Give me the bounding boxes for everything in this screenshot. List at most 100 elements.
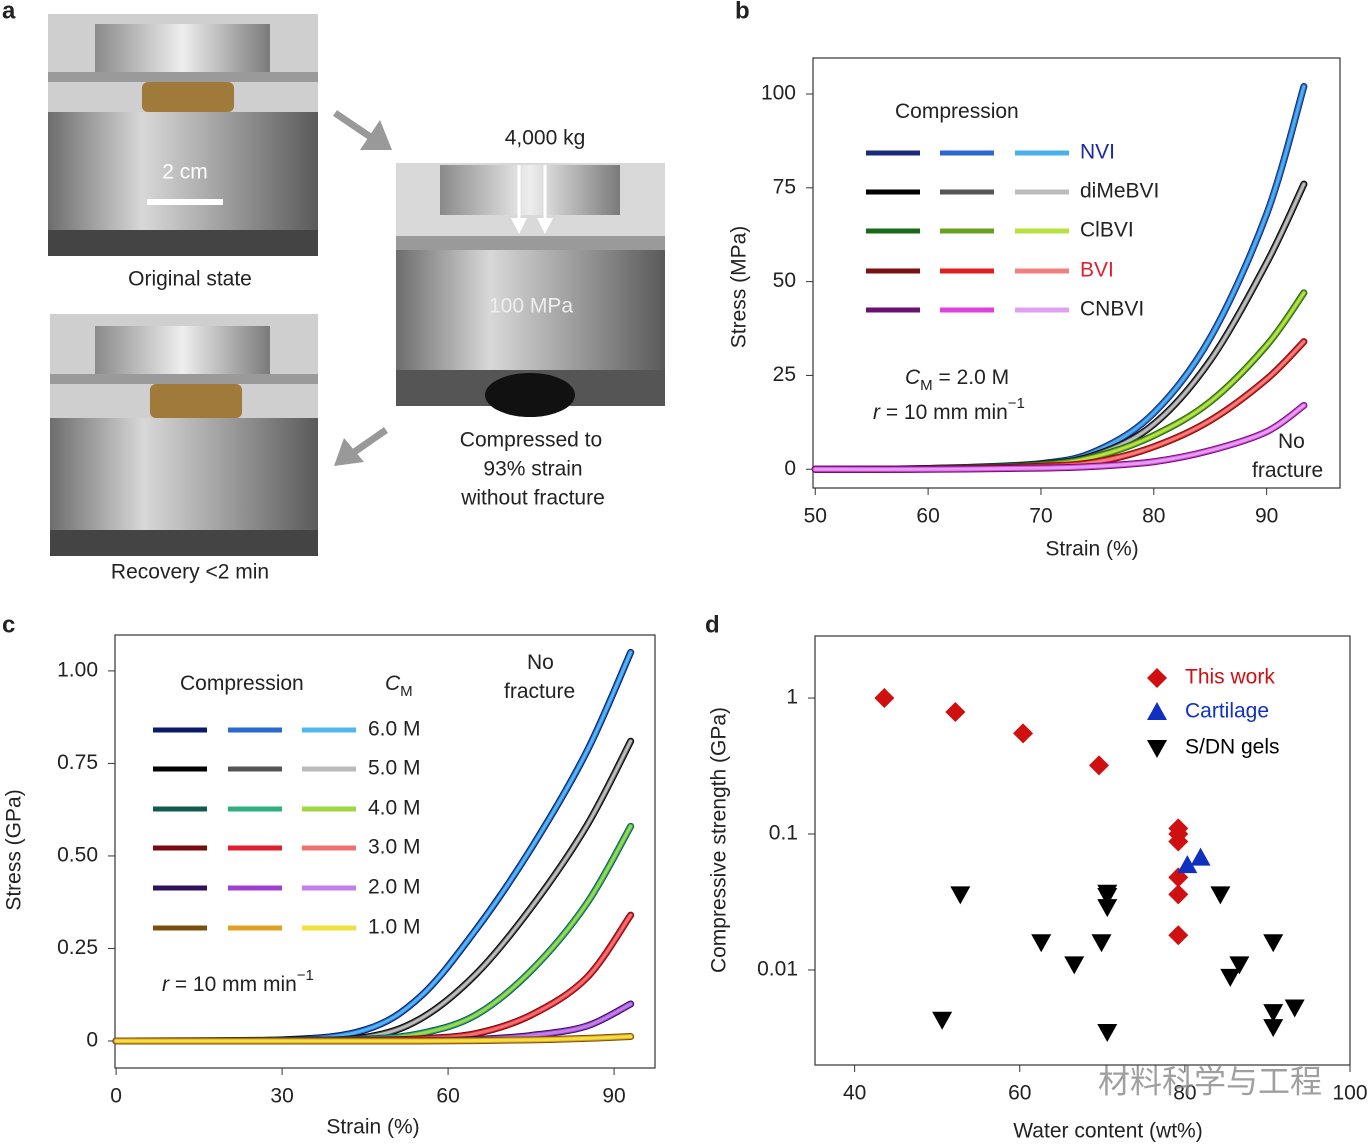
text-part: C (905, 366, 921, 389)
annotation: r = 10 mm min−1 (873, 395, 1025, 423)
marker (1263, 1004, 1284, 1023)
y-axis-title: Compressive strength (GPa) (708, 707, 731, 973)
legend-label: 2.0 M (368, 876, 421, 899)
marker (1097, 899, 1118, 918)
text-part: M (920, 377, 933, 394)
text-part: r (873, 401, 881, 424)
process-arrows (333, 110, 392, 466)
annotation: CM (385, 672, 413, 701)
legend-label: Cartilage (1185, 700, 1269, 723)
text-part: = 10 mm min (880, 401, 1008, 424)
x-tick-label: 70 (1029, 505, 1052, 528)
scale-bar-label: 2 cm (162, 161, 208, 184)
series-line (813, 403, 1306, 471)
marker (1177, 855, 1198, 874)
y-tick-label: 0.25 (57, 936, 98, 959)
text-part: C (385, 672, 401, 695)
photo-recovery (50, 314, 318, 556)
x-tick-label: 100 (1332, 1082, 1367, 1105)
x-axis-title: Strain (%) (1045, 538, 1138, 561)
annotation: fracture (504, 680, 575, 703)
marker (1263, 934, 1284, 953)
marker (1168, 884, 1189, 905)
text-part: Compression (895, 100, 1019, 123)
series-line (114, 1035, 633, 1043)
panel-label: b (735, 0, 750, 24)
marker (1284, 999, 1305, 1018)
x-tick-label: 60 (1008, 1082, 1031, 1105)
annotation: fracture (1252, 459, 1323, 482)
text-part: fracture (1252, 459, 1323, 482)
panel-label: a (2, 0, 16, 24)
text-part: = 2.0 M (933, 366, 1009, 389)
x-tick-label: 90 (602, 1085, 625, 1108)
y-tick-label: 75 (773, 175, 796, 198)
y-axis-title: Stress (MPa) (728, 226, 751, 349)
legend-marker (1147, 668, 1167, 688)
load-label: 4,000 kg (505, 127, 586, 150)
marker (1031, 934, 1052, 953)
annotation: Compression (180, 672, 304, 695)
marker (1091, 934, 1112, 953)
x-tick-label: 80 (1173, 1082, 1196, 1105)
x-axis-title: Strain (%) (326, 1116, 419, 1139)
text-part: No (527, 651, 554, 674)
marker (932, 1011, 953, 1030)
legend-label: CNBVI (1080, 298, 1144, 321)
y-tick-label: 0.75 (57, 751, 98, 774)
legend-marker (1147, 740, 1167, 758)
plot-frame (114, 634, 656, 1069)
legend-label: ClBVI (1080, 219, 1134, 242)
y-tick-label: 0 (784, 457, 796, 480)
photo-original (48, 14, 318, 256)
marker (1229, 956, 1250, 975)
legend-label: diMeBVI (1080, 180, 1159, 203)
legend-label: 1.0 M (368, 916, 421, 939)
text-part: fracture (504, 680, 575, 703)
text-part: No (1278, 430, 1305, 453)
x-tick-label: 50 (804, 505, 827, 528)
marker (1064, 956, 1085, 975)
marker (1168, 831, 1189, 852)
x-tick-label: 60 (916, 505, 939, 528)
marker (1220, 968, 1241, 987)
x-tick-label: 0 (110, 1085, 122, 1108)
text-part: r (162, 973, 170, 996)
annotation: No (527, 651, 554, 674)
plot-frame (814, 635, 1351, 1066)
legend-label: This work (1185, 666, 1275, 689)
y-tick-label: 1 (786, 686, 798, 709)
annotation: r = 10 mm min−1 (162, 967, 314, 995)
x-tick-label: 30 (270, 1085, 293, 1108)
text-part: Compression (180, 672, 304, 695)
pressure-label: 100 MPa (489, 295, 573, 318)
legend-label: S/DN gels (1185, 736, 1280, 759)
y-tick-label: 100 (761, 82, 796, 105)
x-tick-label: 80 (1142, 505, 1165, 528)
photo-compressed (396, 163, 665, 417)
annotation: Compression (895, 100, 1019, 123)
legend-label: 3.0 M (368, 836, 421, 859)
legend-label: 4.0 M (368, 797, 421, 820)
y-tick-label: 1.00 (57, 658, 98, 681)
y-tick-label: 25 (773, 363, 796, 386)
legend-label: BVI (1080, 259, 1114, 282)
marker (1210, 886, 1231, 905)
panel-label: c (2, 611, 15, 638)
panel-label: d (705, 611, 720, 638)
y-tick-label: 0.50 (57, 843, 98, 866)
annotation: CM = 2.0 M (905, 366, 1009, 395)
legend-label: NVI (1080, 141, 1115, 164)
legend-label: 5.0 M (368, 757, 421, 780)
plot-frame (812, 57, 1341, 489)
marker (1013, 723, 1034, 744)
text-part: = 10 mm min (169, 973, 297, 996)
x-tick-label: 40 (843, 1082, 866, 1105)
y-tick-label: 0 (86, 1029, 98, 1052)
caption: Original state (128, 268, 252, 291)
marker (1168, 818, 1189, 839)
marker (950, 886, 971, 905)
x-tick-label: 60 (436, 1085, 459, 1108)
annotation: No (1278, 430, 1305, 453)
marker (1097, 1023, 1118, 1042)
